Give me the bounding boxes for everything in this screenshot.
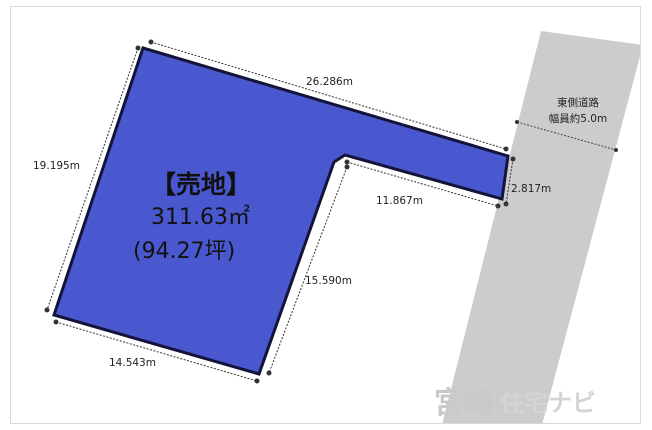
- lot-shape: [52, 46, 510, 376]
- dim-inner-vertical-label: 15.590m: [305, 275, 352, 287]
- lot-title: 【売地】: [151, 170, 251, 199]
- road-name-label: 東側道路: [557, 96, 599, 109]
- watermark-brand-main: 宮崎: [434, 386, 494, 421]
- lot-area-sqm: 311.63㎡: [151, 204, 250, 230]
- lot-area-tsubo: (94.27坪): [133, 239, 235, 264]
- lot-plan-svg: 東側道路 幅員約5.0m: [33, 31, 640, 423]
- dim-bottom-label: 14.543m: [109, 357, 156, 369]
- dim-inner-horizontal-label: 11.867m: [376, 195, 423, 207]
- dim-left-label: 19.195m: [33, 160, 80, 172]
- dimension-lines: [44, 39, 516, 384]
- east-road: [442, 31, 640, 423]
- road-width-dimension: [515, 120, 618, 152]
- watermark-brand-sub: 住宅ナビ: [500, 389, 596, 417]
- plot-diagram-frame: 東側道路 幅員約5.0m: [10, 6, 641, 424]
- dim-top-label: 26.286m: [306, 76, 353, 88]
- dim-right-end-label: 2.817m: [511, 183, 551, 195]
- road-width-label: 幅員約5.0m: [549, 112, 607, 125]
